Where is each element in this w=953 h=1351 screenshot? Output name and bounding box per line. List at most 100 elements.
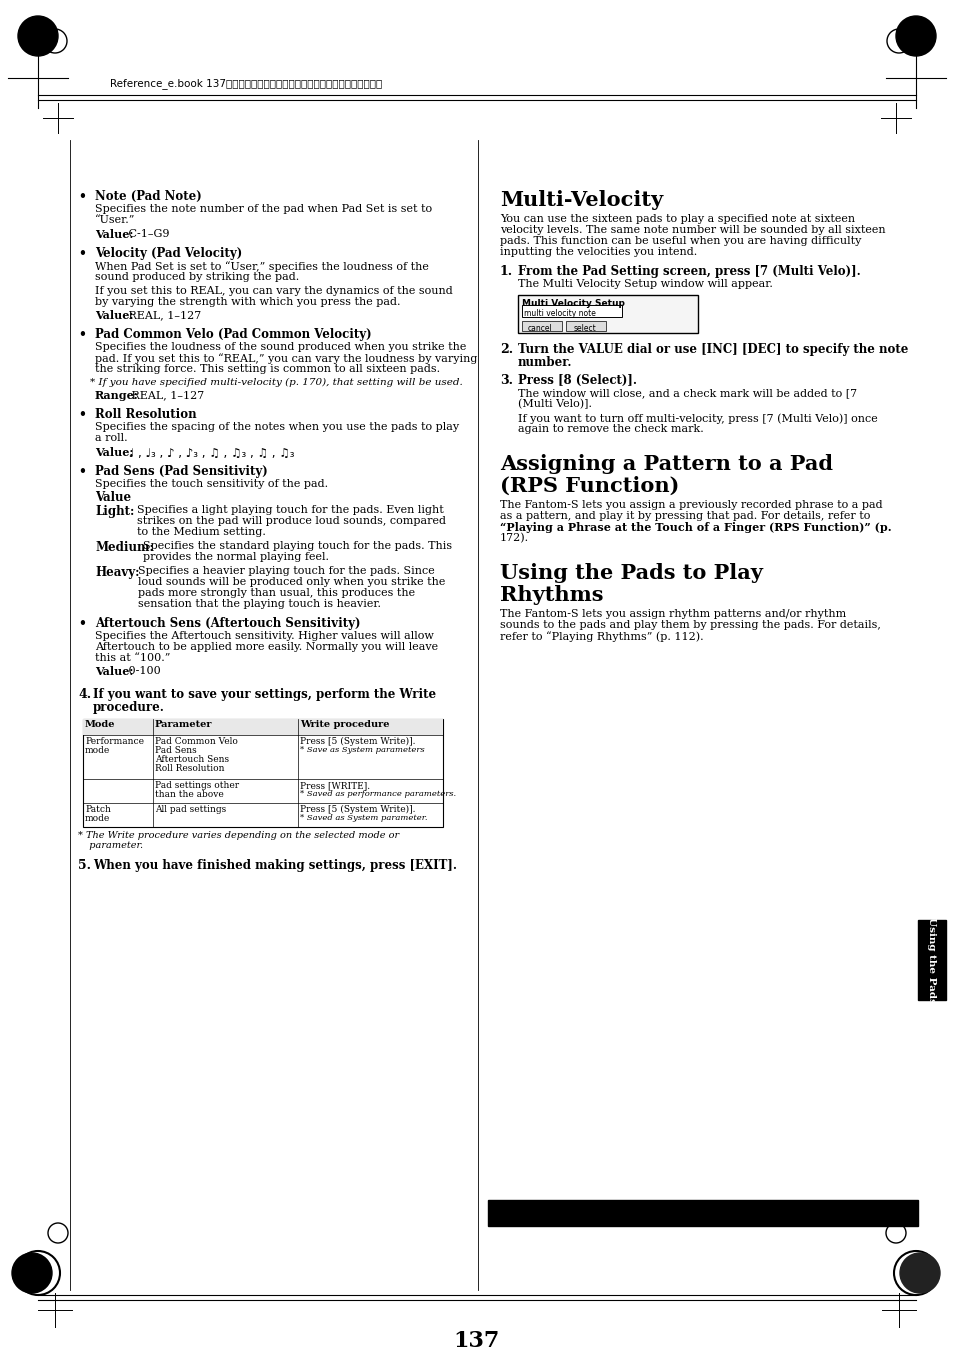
Text: The Multi Velocity Setup window will appear.: The Multi Velocity Setup window will app… [517, 280, 772, 289]
Text: Specifies the spacing of the notes when you use the pads to play: Specifies the spacing of the notes when … [95, 422, 458, 432]
Circle shape [899, 1252, 939, 1293]
Text: 1.: 1. [499, 265, 513, 278]
Bar [917, 920, 945, 1000]
Bar [521, 322, 561, 331]
Circle shape [895, 16, 935, 55]
Text: If you want to save your settings, perform the Write: If you want to save your settings, perfo… [92, 688, 436, 701]
Text: Velocity (Pad Velocity): Velocity (Pad Velocity) [95, 247, 242, 259]
Text: 2.: 2. [499, 343, 513, 357]
Text: From the Pad Setting screen, press [7 (Multi Velo)].: From the Pad Setting screen, press [7 (M… [517, 265, 860, 278]
Text: Multi-Velocity: Multi-Velocity [499, 190, 662, 209]
Text: Specifies the touch sensitivity of the pad.: Specifies the touch sensitivity of the p… [95, 480, 328, 489]
Text: 3.: 3. [499, 374, 513, 386]
Text: provides the normal playing feel.: provides the normal playing feel. [143, 553, 329, 562]
Text: 172).: 172). [499, 534, 529, 543]
Text: The window will close, and a check mark will be added to [7: The window will close, and a check mark … [517, 388, 856, 399]
Text: pad. If you set this to “REAL,” you can vary the loudness by varying: pad. If you set this to “REAL,” you can … [95, 353, 477, 363]
Text: •: • [78, 190, 86, 203]
Text: Mode: Mode [85, 720, 115, 730]
Text: Press [8 (Select)].: Press [8 (Select)]. [517, 374, 637, 386]
Bar [517, 295, 698, 332]
Text: inputting the velocities you intend.: inputting the velocities you intend. [499, 247, 697, 257]
Text: Value:: Value: [95, 309, 133, 322]
Text: Reference_e.book 137ページ２００３年７月１４日　月曜日　午後３時２５分: Reference_e.book 137ページ２００３年７月１４日 月曜日 午後… [110, 78, 382, 89]
Text: (Multi Velo)].: (Multi Velo)]. [517, 399, 592, 409]
Text: Press [5 (System Write)].: Press [5 (System Write)]. [299, 738, 416, 746]
Text: Value:: Value: [95, 230, 133, 240]
Text: by varying the strength with which you press the pad.: by varying the strength with which you p… [95, 297, 400, 307]
Text: When you have finished making settings, press [EXIT].: When you have finished making settings, … [92, 859, 456, 871]
Text: * Save as System parameters: * Save as System parameters [299, 746, 424, 754]
Text: number.: number. [517, 357, 572, 369]
Text: Range:: Range: [95, 390, 138, 401]
Text: Aftertouch Sens: Aftertouch Sens [154, 755, 229, 765]
Text: •: • [78, 408, 86, 422]
Text: Turn the VALUE dial or use [INC] [DEC] to specify the note: Turn the VALUE dial or use [INC] [DEC] t… [517, 343, 907, 357]
Text: mode: mode [85, 746, 111, 755]
Text: as a pattern, and play it by pressing that pad. For details, refer to: as a pattern, and play it by pressing th… [499, 511, 869, 521]
Text: Pad Common Velo: Pad Common Velo [154, 738, 237, 746]
Text: refer to “Playing Rhythms” (p. 112).: refer to “Playing Rhythms” (p. 112). [499, 631, 703, 642]
Text: C-1–G9: C-1–G9 [125, 230, 170, 239]
Text: * The Write procedure varies depending on the selected mode or: * The Write procedure varies depending o… [78, 831, 398, 840]
Text: Specifies a heavier playing touch for the pads. Since: Specifies a heavier playing touch for th… [138, 566, 435, 576]
Text: REAL, 1–127: REAL, 1–127 [125, 309, 201, 320]
Text: a roll.: a roll. [95, 434, 128, 443]
Text: Press [5 (System Write)].: Press [5 (System Write)]. [299, 805, 416, 815]
Text: Specifies the Aftertouch sensitivity. Higher values will allow: Specifies the Aftertouch sensitivity. Hi… [95, 631, 434, 640]
Text: You can use the sixteen pads to play a specified note at sixteen: You can use the sixteen pads to play a s… [499, 213, 854, 224]
Text: strikes on the pad will produce loud sounds, compared: strikes on the pad will produce loud sou… [137, 516, 446, 526]
Text: than the above: than the above [154, 790, 224, 798]
Text: Aftertouch Sens (Aftertouch Sensitivity): Aftertouch Sens (Aftertouch Sensitivity) [95, 617, 360, 630]
Text: Press [WRITE].: Press [WRITE]. [299, 781, 370, 790]
Text: Specifies a light playing touch for the pads. Even light: Specifies a light playing touch for the … [137, 505, 443, 515]
Text: pads. This function can be useful when you are having difficulty: pads. This function can be useful when y… [499, 236, 861, 246]
Text: 5.: 5. [78, 859, 91, 871]
Text: Specifies the loudness of the sound produced when you strike the: Specifies the loudness of the sound prod… [95, 342, 466, 353]
Text: velocity levels. The same note number will be sounded by all sixteen: velocity levels. The same note number wi… [499, 226, 884, 235]
Text: •: • [78, 465, 86, 478]
Text: •: • [78, 247, 86, 259]
Text: “User.”: “User.” [95, 215, 135, 226]
Text: When Pad Set is set to “User,” specifies the loudness of the: When Pad Set is set to “User,” specifies… [95, 261, 429, 272]
Text: parameter.: parameter. [83, 842, 143, 850]
Text: Note (Pad Note): Note (Pad Note) [95, 190, 201, 203]
Text: All pad settings: All pad settings [154, 805, 226, 815]
Text: Heavy:: Heavy: [95, 566, 139, 580]
Text: Pad Sens: Pad Sens [154, 746, 196, 755]
Text: REAL, 1–127: REAL, 1–127 [128, 390, 204, 400]
Text: Aftertouch to be applied more easily. Normally you will leave: Aftertouch to be applied more easily. No… [95, 642, 437, 653]
Text: Roll Resolution: Roll Resolution [154, 765, 224, 773]
Text: Value:: Value: [95, 666, 133, 677]
Text: procedure.: procedure. [92, 701, 165, 713]
Text: pads more strongly than usual, this produces the: pads more strongly than usual, this prod… [138, 588, 415, 598]
Text: Roll Resolution: Roll Resolution [95, 408, 196, 422]
Text: “Playing a Phrase at the Touch of a Finger (RPS Function)” (p.: “Playing a Phrase at the Touch of a Fing… [499, 521, 891, 534]
Text: (RPS Function): (RPS Function) [499, 476, 679, 496]
Text: •: • [78, 617, 86, 630]
Text: again to remove the check mark.: again to remove the check mark. [517, 424, 703, 434]
Text: Specifies the note number of the pad when Pad Set is set to: Specifies the note number of the pad whe… [95, 204, 432, 213]
Text: * If you have specified multi-velocity (p. 170), that setting will be used.: * If you have specified multi-velocity (… [90, 378, 462, 388]
Text: Assigning a Pattern to a Pad: Assigning a Pattern to a Pad [499, 454, 832, 474]
Text: Pad settings other: Pad settings other [154, 781, 239, 790]
Text: sensation that the playing touch is heavier.: sensation that the playing touch is heav… [138, 598, 380, 609]
Text: Light:: Light: [95, 505, 134, 517]
Text: the striking force. This setting is common to all sixteen pads.: the striking force. This setting is comm… [95, 363, 439, 374]
Text: loud sounds will be produced only when you strike the: loud sounds will be produced only when y… [138, 577, 445, 586]
Bar [488, 1200, 917, 1225]
Circle shape [12, 1252, 52, 1293]
Text: Write procedure: Write procedure [299, 720, 389, 730]
Text: •: • [78, 328, 86, 340]
Text: Value:: Value: [95, 447, 133, 458]
Text: to the Medium setting.: to the Medium setting. [137, 527, 266, 536]
Text: Value: Value [95, 490, 131, 504]
Text: Performance: Performance [85, 738, 144, 746]
Text: Using the Pads to Play: Using the Pads to Play [499, 563, 762, 584]
Text: The Fantom-S lets you assign rhythm patterns and/or rhythm: The Fantom-S lets you assign rhythm patt… [499, 609, 845, 619]
Text: If you set this to REAL, you can vary the dynamics of the sound: If you set this to REAL, you can vary th… [95, 286, 453, 296]
Text: 137: 137 [454, 1329, 499, 1351]
Text: mode: mode [85, 815, 111, 823]
Text: sound produced by striking the pad.: sound produced by striking the pad. [95, 272, 299, 282]
Bar [83, 719, 442, 827]
